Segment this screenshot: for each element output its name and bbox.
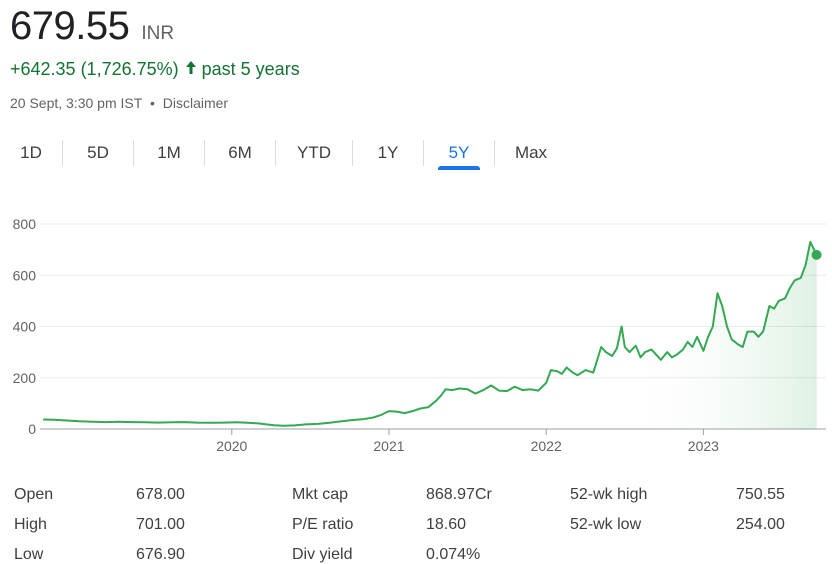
- latest-price-point: [811, 249, 822, 260]
- change-value: +642.35 (1,726.75%): [10, 59, 179, 79]
- tab-max[interactable]: Max: [514, 143, 548, 162]
- tab-5d[interactable]: 5D: [87, 143, 109, 162]
- tab-ytd[interactable]: YTD: [297, 143, 331, 162]
- price-chart[interactable]: 0 200 400 600 800 2020 2021 2022 2023: [0, 200, 832, 464]
- tab-divider: [62, 140, 63, 166]
- tab-divider: [133, 140, 134, 166]
- quote-meta: 20 Sept, 3:30 pm IST • Disclaimer: [10, 95, 228, 111]
- tab-1d[interactable]: 1D: [20, 143, 42, 162]
- stat-label: High: [14, 516, 47, 533]
- currency-code: INR: [141, 23, 175, 44]
- price-change: +642.35 (1,726.75%) past 5 years: [10, 59, 300, 80]
- price-header: 679.55 INR: [10, 4, 174, 49]
- stat-value-mkt-cap: 868.97Cr: [426, 486, 492, 503]
- x-axis: 2020 2021 2022 2023: [216, 429, 719, 454]
- x-tick-label: 2020: [216, 438, 247, 454]
- stat-label: Mkt cap: [292, 486, 349, 503]
- y-tick-label: 800: [13, 216, 37, 232]
- price-line: [43, 240, 818, 427]
- tab-6m[interactable]: 6M: [228, 143, 252, 162]
- tab-divider: [275, 140, 276, 166]
- stat-value-open: 678.00: [136, 486, 185, 503]
- tab-1y[interactable]: 1Y: [377, 143, 399, 162]
- stat-label: Open: [14, 486, 54, 503]
- stat-value-low: 676.90: [136, 546, 185, 563]
- x-tick-label: 2023: [688, 438, 719, 454]
- tab-1m[interactable]: 1M: [157, 143, 181, 162]
- y-tick-label: 600: [13, 267, 37, 283]
- tab-5y[interactable]: 5Y: [438, 135, 480, 171]
- stat-value-high: 701.00: [136, 516, 185, 533]
- stat-label: Low: [14, 546, 44, 563]
- stat-label: P/E ratio: [292, 516, 354, 533]
- y-tick-label: 0: [28, 421, 36, 437]
- x-tick-label: 2022: [531, 438, 562, 454]
- stat-label: 52-wk high: [570, 486, 648, 503]
- arrow-up-icon: [185, 59, 197, 80]
- tab-divider: [494, 140, 495, 166]
- stat-value-div-yield: 0.074%: [426, 546, 481, 563]
- tab-divider: [423, 140, 424, 166]
- stat-value-52wk-high: 750.55: [736, 486, 785, 503]
- meta-separator: •: [149, 95, 155, 111]
- stat-label: Div yield: [292, 546, 353, 563]
- price-area: [43, 241, 817, 429]
- disclaimer-link[interactable]: Disclaimer: [162, 95, 229, 111]
- stat-value-52wk-low: 254.00: [736, 516, 785, 533]
- current-price: 679.55: [10, 4, 130, 48]
- y-axis: 0 200 400 600 800: [13, 216, 37, 437]
- tab-divider: [204, 140, 205, 166]
- tab-divider: [352, 140, 353, 166]
- y-tick-label: 400: [13, 319, 37, 335]
- stat-value-pe-ratio: 18.60: [426, 516, 467, 533]
- range-tabs: 1D 5D 1M 6M YTD 1Y 5Y Max: [0, 135, 567, 171]
- x-tick-label: 2021: [373, 438, 404, 454]
- stat-label: 52-wk low: [570, 516, 642, 533]
- y-tick-label: 200: [13, 370, 37, 386]
- change-period: past 5 years: [201, 59, 300, 79]
- quote-timestamp: 20 Sept, 3:30 pm IST: [10, 95, 143, 111]
